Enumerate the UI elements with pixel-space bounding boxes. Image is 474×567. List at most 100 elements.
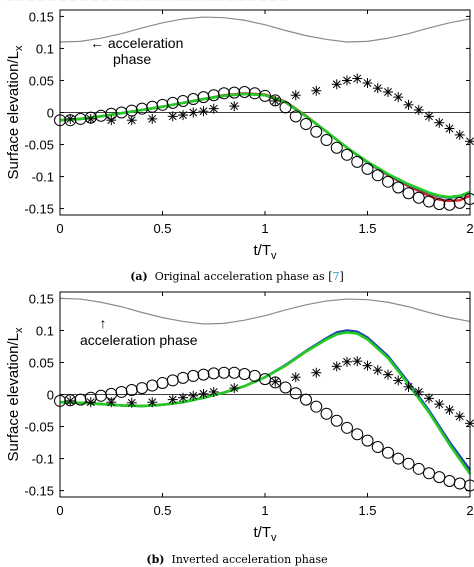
y-tick-label: 0.1	[36, 323, 54, 338]
circle-marker	[187, 369, 200, 382]
circle-marker	[259, 89, 271, 102]
star-marker	[106, 397, 117, 408]
circle-marker	[320, 407, 333, 420]
y-tick-label: -0.05	[24, 420, 54, 435]
x-tick-label: 2	[466, 503, 473, 518]
y-tick-label: -0.05	[24, 138, 54, 153]
star-marker	[290, 372, 301, 383]
circle-marker	[351, 428, 364, 441]
circle-marker	[310, 400, 323, 413]
x-tick-label: 0.5	[153, 503, 171, 518]
plot-frame	[59, 9, 471, 216]
y-tick-label: -0.15	[24, 202, 54, 217]
series-line-green	[59, 331, 472, 475]
x-tick-label: 1.5	[358, 221, 376, 236]
star-marker	[413, 386, 424, 397]
star-marker	[208, 386, 219, 397]
star-marker	[403, 381, 414, 392]
star-marker	[424, 111, 434, 122]
star-marker	[167, 111, 178, 122]
caption-tag: (b)	[146, 553, 165, 566]
circle-marker	[300, 118, 312, 131]
circle-marker	[166, 374, 179, 387]
circle-marker	[402, 187, 415, 200]
circle-marker	[115, 385, 128, 398]
star-marker	[331, 361, 342, 372]
y-tick-label: 0.05	[29, 73, 54, 88]
star-marker	[454, 411, 465, 422]
star-marker	[444, 123, 455, 134]
y-tick-label: 0.15	[29, 9, 54, 24]
circle-marker	[95, 389, 107, 402]
star-marker	[65, 113, 76, 124]
circle-marker	[177, 371, 189, 384]
y-tick-label: 0.05	[29, 355, 54, 370]
star-marker	[434, 117, 445, 128]
x-tick-label: 2	[466, 221, 473, 236]
star-marker	[352, 356, 363, 367]
annotation-label-line2: phase	[113, 51, 151, 67]
chart-a: 0.150.10.050-0.05-0.1-0.150 0.5 1 1.5 2← acc…	[5, 9, 474, 262]
circle-marker	[361, 434, 374, 447]
circle-marker	[443, 474, 456, 487]
star-marker	[147, 113, 158, 124]
circle-marker	[289, 387, 302, 400]
caption-ref-link[interactable]: 7	[332, 270, 340, 283]
acceleration-phase-curve	[59, 16, 471, 43]
circle-marker	[371, 441, 384, 454]
series-line-red	[59, 330, 471, 471]
x-tick-label: 1	[261, 503, 268, 518]
star-marker	[85, 113, 96, 124]
star-marker	[198, 106, 209, 117]
star-marker	[383, 87, 393, 97]
circle-marker	[218, 87, 230, 100]
circle-marker	[279, 101, 292, 114]
circle-marker	[146, 379, 159, 392]
star-marker	[85, 397, 96, 408]
x-tick-label: 1.5	[358, 503, 376, 518]
header-fragment-text: — — — — — — — — — — — — — — — — — — — — …	[0, 0, 474, 4]
star-marker	[362, 360, 373, 371]
star-marker	[290, 90, 301, 101]
star-marker	[270, 95, 281, 106]
circle-marker	[310, 125, 323, 138]
star-marker	[198, 388, 209, 399]
star-marker	[393, 375, 404, 386]
star-marker	[331, 79, 342, 90]
circle-marker	[412, 462, 425, 475]
star-marker	[342, 356, 352, 367]
circle-marker	[300, 393, 312, 406]
star-marker	[65, 395, 76, 406]
circle-marker	[423, 195, 435, 208]
y-tick-label: -0.15	[24, 484, 54, 499]
y-axis-label: Surface elevation/Lx	[5, 327, 25, 461]
circle-marker	[382, 175, 394, 188]
circle-marker	[207, 367, 220, 380]
y-tick-label: 0.15	[29, 291, 54, 306]
circle-marker	[279, 381, 292, 394]
star-marker	[444, 404, 455, 415]
star-marker	[362, 78, 373, 89]
circle-marker	[238, 368, 251, 380]
star-marker	[270, 376, 281, 387]
circle-marker	[392, 452, 405, 465]
y-axis-label: Surface elevation/Lx	[5, 45, 25, 179]
series-line-blue	[59, 329, 471, 471]
circle-marker	[423, 467, 435, 480]
star-marker	[178, 110, 188, 121]
star-marker	[413, 104, 424, 115]
circle-marker	[218, 366, 230, 379]
star-marker	[342, 75, 352, 86]
x-tick-label: 1	[261, 221, 268, 236]
star-marker	[126, 115, 137, 126]
star-marker	[167, 394, 178, 405]
star-marker	[372, 365, 383, 376]
y-tick-label: -0.1	[32, 452, 54, 467]
star-marker	[311, 85, 322, 96]
annotation-arrow: ↑	[100, 315, 107, 331]
acceleration-phase-curve	[59, 297, 471, 325]
star-marker	[188, 107, 199, 118]
plot-frame	[59, 291, 471, 498]
chart-b: 0.150.10.050-0.05-0.1-0.150 0.5 1 1.5 2↑acce…	[5, 291, 474, 544]
star-marker	[311, 367, 322, 378]
